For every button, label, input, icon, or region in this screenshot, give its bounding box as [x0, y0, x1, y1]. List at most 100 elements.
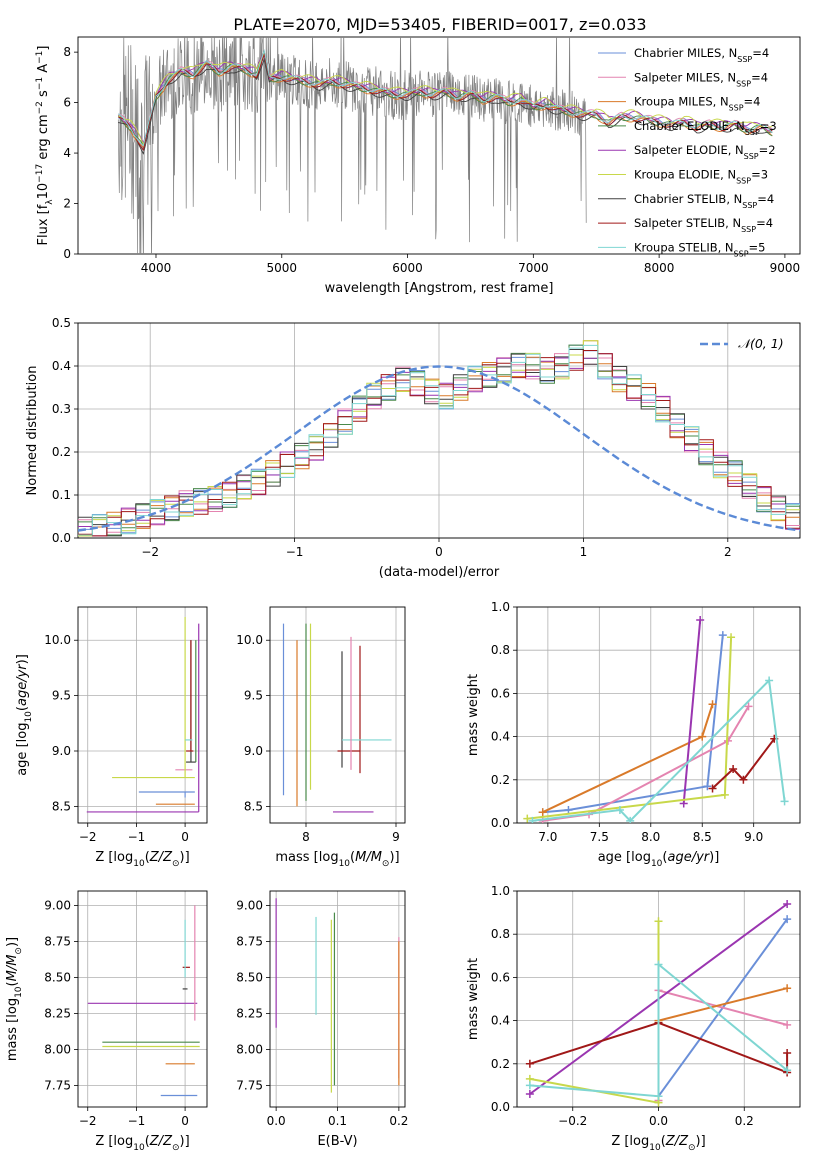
x-tick-label: 8.5	[693, 830, 712, 844]
y-tick-label: 0.2	[52, 445, 71, 459]
x-tick-label: 1	[580, 545, 588, 559]
legend-model: Chabrier STELIB, N	[634, 192, 742, 206]
legend-nssp: =4	[751, 70, 768, 84]
y-tick-label: 8.00	[44, 1042, 71, 1056]
series-marker	[696, 615, 705, 624]
series-marker	[626, 816, 635, 823]
label-part: Z/Z	[665, 1134, 689, 1149]
series-marker	[783, 899, 792, 908]
label-part: )]	[15, 654, 30, 664]
legend-nssp: =3	[751, 168, 768, 182]
label-part: ⊙	[172, 859, 180, 869]
x-tick-label: −1	[128, 830, 146, 844]
series-line	[711, 738, 776, 790]
label-part: M/M	[5, 955, 20, 982]
legend-label: Salpeter MILES, NSSP=4	[634, 70, 768, 88]
legend-nssp: =4	[744, 95, 761, 109]
y-tick-label: 0.6	[491, 686, 510, 700]
legend-label: Kroupa ELODIE, NSSP=3	[634, 168, 768, 186]
x-tick-label: −2	[79, 830, 97, 844]
x-axis-label: Z [log10(Z/Z⊙)]	[611, 1134, 705, 1153]
label-part: M/M	[355, 850, 382, 865]
label-part: (	[145, 1134, 150, 1149]
legend-nssp: =5	[749, 240, 766, 254]
y-tick-label: 8.50	[44, 970, 71, 984]
label-part: ⊙	[14, 947, 24, 955]
label-part: )]	[389, 850, 399, 865]
y-tick-label: 8.25	[236, 1006, 263, 1020]
x-tick-label: 0.0	[267, 1114, 286, 1128]
legend-model: Kroupa MILES, N	[634, 95, 729, 109]
series-marker	[729, 765, 738, 773]
y-tick-label: 0.5	[52, 316, 71, 330]
model-spectrum-line	[117, 50, 773, 144]
y-axis-label: mass weight	[466, 958, 481, 1040]
legend-nssp: =3	[760, 119, 777, 133]
axes-mass-vs-Z: −2 −1 07.758.008.258.508.759.00Z [log10(Z/…	[5, 890, 208, 1153]
series-line	[527, 637, 733, 820]
x-tick-label: −0.2	[558, 1114, 587, 1128]
x-tick-label: 0.1	[328, 1114, 347, 1128]
label-part: )]	[180, 850, 190, 865]
axes-age-vs-Z: −2 −1 08.59.09.510.0Z [log10(Z/Z⊙)]age [lo…	[15, 606, 208, 869]
y-tick-label: 6	[63, 96, 71, 110]
y-tick-label: 0	[63, 247, 71, 261]
y-tick-label: 0.6	[491, 970, 510, 984]
label-part: 10	[36, 183, 51, 200]
label-part: Z [log	[95, 850, 133, 865]
x-axis-label: wavelength [Angstrom, rest frame]	[325, 281, 554, 296]
y-tick-label: 8.75	[44, 934, 71, 948]
series-line	[657, 987, 788, 1097]
series-marker	[765, 676, 774, 685]
legend-sub: SSP	[729, 103, 744, 112]
series-marker	[708, 784, 717, 793]
series-marker	[525, 1059, 534, 1068]
axes-mass-weight-vs-Z: −0.2 0.0 0.2 0.0 0.2 0.4 0.6 0.8 1.0 Z [log10(Z/Z…	[466, 884, 801, 1153]
legend-label: Salpeter ELODIE, NSSP=2	[634, 143, 776, 161]
histogram-line	[78, 344, 800, 536]
series-marker	[654, 1092, 663, 1101]
y-tick-label: 0.0	[491, 816, 510, 830]
label-part: 10	[651, 859, 663, 869]
series-line	[657, 989, 788, 1101]
legend-sub: SSP	[744, 152, 759, 161]
y-tick-label: 8.5	[52, 799, 71, 813]
label-part: ]	[36, 46, 51, 51]
plot-area	[523, 615, 789, 823]
legend-model: Salpeter MILES, N	[634, 70, 736, 84]
x-tick-label: 0	[435, 545, 443, 559]
y-tick-label: 9.0	[52, 744, 71, 758]
series-marker	[783, 1066, 792, 1075]
plot-area	[525, 899, 792, 1107]
y-tick-label: 8.25	[44, 1006, 71, 1020]
label-part: ⊙	[688, 1143, 696, 1153]
x-tick-label: 7000	[518, 261, 549, 275]
legend-label: 𝒩(0, 1)	[738, 336, 784, 351]
axes-frame	[516, 606, 801, 824]
series-marker	[525, 1081, 534, 1090]
series-marker	[718, 631, 727, 640]
y-axis-label: Normed distribution	[25, 366, 40, 496]
label-part: −1	[35, 51, 45, 64]
plot-area	[87, 905, 200, 1097]
y-tick-label: 9.5	[244, 689, 263, 703]
label-part: (	[350, 850, 355, 865]
x-tick-label: 0.2	[735, 1114, 754, 1128]
legend-sub: SSP	[737, 55, 752, 64]
y-tick-label: 0.3	[52, 402, 71, 416]
label-part: Z/Z	[149, 1134, 173, 1149]
label-part: age [log	[598, 850, 651, 865]
label-part: Flux [f	[36, 204, 51, 245]
y-tick-label: 0.4	[491, 730, 510, 744]
series-marker	[525, 1090, 534, 1099]
axes-mass-vs-EBV: 0.0 0.1 0.2 7.75 8.00 8.25 8.50 8.75 9.00	[236, 890, 408, 1128]
label-part: 10	[14, 986, 24, 998]
label-part: −2	[35, 101, 45, 114]
y-tick-label: 0.8	[491, 927, 510, 941]
legend-label: Kroupa STELIB, NSSP=5	[634, 240, 765, 258]
label-part: 10	[133, 1143, 145, 1153]
plot-area	[275, 898, 400, 1093]
y-tick-label: 4	[63, 146, 71, 160]
y-axis-label: age [log10(age/yr)]	[15, 654, 34, 776]
series-line	[542, 634, 724, 814]
